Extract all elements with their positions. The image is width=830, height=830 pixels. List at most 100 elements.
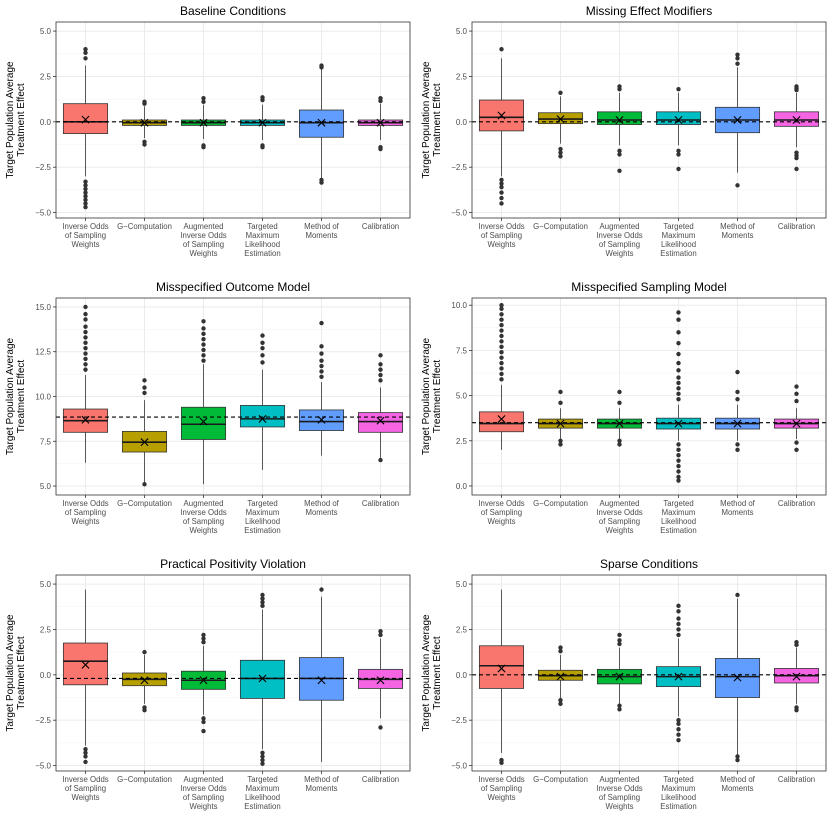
y-axis-title-line-2: Treatment Effect: [16, 636, 27, 710]
outlier-point: [201, 145, 206, 150]
outlier-point: [735, 397, 740, 402]
outlier-point: [378, 96, 383, 101]
x-tick-label: of Sampling: [183, 240, 224, 249]
y-tick-label: −5.0: [35, 762, 51, 771]
outlier-point: [499, 344, 504, 349]
mean-marker: [674, 419, 683, 428]
x-tick-label: Targeted: [663, 775, 693, 784]
iqr-box: [62, 103, 109, 135]
outlier-point: [735, 442, 740, 447]
x-tick-label: Calibration: [362, 775, 399, 784]
box-3: [596, 389, 643, 447]
panel-title: Practical Positivity Violation: [160, 557, 306, 571]
y-axis-title-line-2: Treatment Effect: [432, 83, 443, 157]
mean-marker: [497, 111, 506, 120]
x-tick-label: Inverse Odds: [62, 775, 108, 784]
box-2: [121, 378, 168, 487]
outlier-point: [676, 351, 681, 357]
box-6: [773, 639, 820, 713]
mean-marker: [556, 672, 565, 681]
y-tick-label: 10.0: [451, 301, 467, 310]
x-tick-label: Augmented: [184, 775, 224, 784]
panel-background: [472, 298, 826, 495]
x-tick-label: Augmented: [184, 499, 224, 508]
box-3: [180, 632, 227, 734]
outlier-point: [83, 747, 88, 752]
outlier-point: [558, 146, 563, 152]
outlier-point: [617, 442, 622, 447]
x-tick-label: Inverse Odds: [478, 499, 524, 508]
x-tick-label: G−Computation: [533, 499, 588, 508]
panel-border: [471, 21, 827, 219]
outlier-point: [378, 362, 383, 367]
outlier-point: [676, 166, 681, 172]
panel-border: [55, 297, 411, 496]
x-tick-label: Augmented: [184, 222, 224, 231]
outlier-point: [676, 442, 681, 447]
outlier-point: [676, 391, 681, 396]
x-tick-label: Moments: [305, 784, 337, 793]
x-tick-label: Moments: [721, 508, 753, 517]
outlier-point: [676, 397, 681, 402]
outlier-point: [319, 320, 324, 326]
outlier-point: [201, 336, 206, 342]
y-tick-label: 5.0: [40, 27, 52, 36]
x-tick-label: of Sampling: [599, 240, 640, 249]
outlier-point: [499, 181, 504, 186]
x-tick-label: Augmented: [600, 499, 640, 508]
x-tick-label: Weights: [605, 249, 633, 258]
outlier-point: [676, 717, 681, 723]
panel-background: [472, 575, 826, 771]
outlier-point: [499, 184, 504, 190]
outlier-point: [676, 380, 681, 386]
outlier-point: [260, 757, 265, 763]
outlier-point: [83, 50, 88, 56]
x-tick-label: Targeted: [247, 499, 277, 508]
x-tick-label: Maximum: [662, 231, 696, 240]
outlier-point: [499, 371, 504, 377]
x-tick-label: Maximum: [662, 508, 696, 517]
x-tick-label: Likelihood: [661, 240, 696, 249]
x-tick-label: Inverse Odds: [180, 231, 226, 240]
y-axis-title-line-2: Treatment Effect: [16, 83, 27, 157]
outlier-point: [499, 377, 504, 382]
outlier-point: [83, 367, 88, 372]
x-tick-label: Targeted: [247, 222, 277, 231]
outlier-point: [260, 145, 265, 150]
x-tick-label: of Sampling: [183, 517, 224, 526]
outlier-point: [558, 442, 563, 447]
box-1: [62, 47, 109, 210]
outlier-point: [676, 386, 681, 391]
x-tick-label: Inverse Odds: [180, 508, 226, 517]
y-tick-label: 5.0: [456, 580, 468, 589]
y-tick-label: 0.0: [456, 671, 468, 680]
mean-marker: [140, 118, 149, 127]
box-1: [478, 47, 525, 206]
outlier-point: [676, 621, 681, 627]
outlier-point: [378, 725, 383, 730]
outlier-point: [83, 204, 88, 210]
outlier-point: [617, 707, 622, 712]
box-5: [714, 52, 761, 188]
x-tick-label: Weights: [487, 793, 515, 802]
box-1: [62, 589, 109, 765]
x-tick-label: Weights: [189, 249, 217, 258]
outlier-point: [378, 146, 383, 152]
panel-border: [471, 574, 827, 772]
mean-marker: [376, 118, 385, 127]
outlier-point: [260, 754, 265, 759]
outlier-point: [794, 391, 799, 396]
x-tick-label: Estimation: [660, 526, 696, 535]
outlier-point: [617, 400, 622, 406]
outlier-point: [201, 331, 206, 337]
mean-marker: [317, 118, 326, 127]
outlier-point: [794, 166, 799, 172]
outlier-point: [499, 355, 504, 360]
mean-marker: [140, 438, 149, 447]
y-tick-label: 0.0: [40, 671, 52, 680]
y-tick-label: 5.0: [456, 27, 468, 36]
x-tick-label: G−Computation: [117, 775, 172, 784]
outlier-point: [319, 344, 324, 349]
x-tick-label: of Sampling: [599, 517, 640, 526]
